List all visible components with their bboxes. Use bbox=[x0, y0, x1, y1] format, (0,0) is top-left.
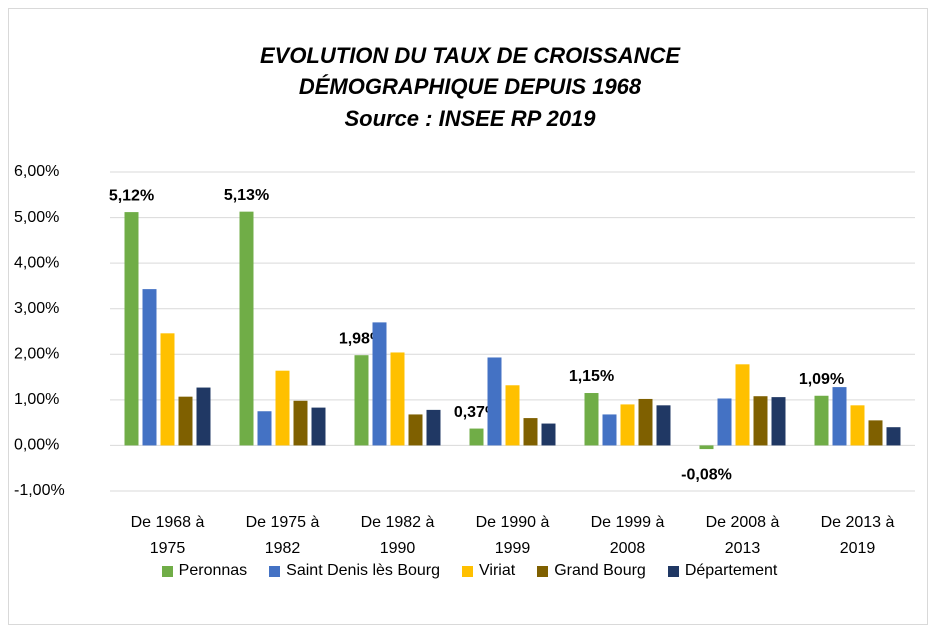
bar bbox=[124, 212, 139, 446]
bar bbox=[584, 393, 599, 446]
data-label: 5,12% bbox=[109, 187, 154, 204]
bar bbox=[656, 405, 671, 446]
bar bbox=[160, 333, 175, 446]
y-tick-label: 3,00% bbox=[14, 300, 59, 317]
bar bbox=[354, 355, 369, 446]
bar bbox=[408, 414, 423, 446]
bar bbox=[868, 420, 883, 446]
bar bbox=[717, 398, 732, 446]
bar bbox=[832, 387, 847, 446]
bar bbox=[372, 322, 387, 446]
bar bbox=[850, 405, 865, 446]
data-label: 1,15% bbox=[569, 368, 614, 385]
data-label: -0,08% bbox=[681, 466, 732, 483]
legend-item: Viriat bbox=[462, 562, 515, 580]
bar bbox=[257, 411, 272, 446]
bar bbox=[620, 404, 635, 446]
x-tick-label: De 1968 à 1975 bbox=[130, 514, 205, 557]
bar bbox=[638, 398, 653, 446]
x-tick-label: De 2008 à 2013 bbox=[705, 514, 780, 557]
legend-swatch bbox=[537, 565, 549, 577]
bar bbox=[523, 418, 538, 446]
legend-item: Département bbox=[667, 562, 778, 580]
bar bbox=[293, 400, 308, 446]
bar bbox=[275, 370, 290, 446]
bar bbox=[311, 407, 326, 446]
bar bbox=[239, 211, 254, 446]
bar bbox=[771, 397, 786, 446]
bar bbox=[541, 423, 556, 446]
x-tick-label: De 2013 à 2019 bbox=[820, 514, 895, 557]
legend-label: Viriat bbox=[479, 562, 516, 579]
legend: Peronnas Saint Denis lès Bourg Viriat Grand… bbox=[0, 562, 939, 580]
legend-label: Peronnas bbox=[178, 562, 248, 579]
bar bbox=[469, 428, 484, 446]
data-label: 5,13% bbox=[224, 187, 269, 204]
chart-title: EVOLUTION DU TAUX DE CROISSANCE DÉMOGRAP… bbox=[259, 43, 681, 99]
bar bbox=[753, 396, 768, 446]
y-tick-label: 0,00% bbox=[14, 437, 59, 454]
y-tick-label: 2,00% bbox=[14, 346, 59, 363]
bar bbox=[426, 409, 441, 446]
legend-label: Grand Bourg bbox=[554, 562, 646, 579]
bar bbox=[196, 387, 211, 446]
bar bbox=[178, 396, 193, 446]
bar bbox=[814, 395, 829, 446]
x-tick-label: De 1975 à 1982 bbox=[245, 514, 320, 557]
legend-label: Département bbox=[684, 562, 778, 579]
bar bbox=[487, 357, 502, 446]
x-tick-label: De 1990 à 1999 bbox=[475, 514, 550, 557]
legend-item: Peronnas bbox=[161, 562, 248, 580]
legend-item: Grand Bourg bbox=[537, 562, 646, 580]
legend-item: Saint Denis lès Bourg bbox=[269, 562, 440, 580]
y-tick-label: 5,00% bbox=[14, 209, 59, 226]
x-tick-label: De 1982 à 1990 bbox=[360, 514, 435, 557]
bar bbox=[886, 427, 901, 446]
legend-swatch bbox=[161, 565, 173, 577]
x-tick-label: De 1999 à 2008 bbox=[590, 514, 665, 557]
legend-swatch bbox=[667, 565, 679, 577]
bar bbox=[142, 289, 157, 446]
bar bbox=[602, 414, 617, 446]
y-tick-label: 6,00% bbox=[14, 163, 59, 180]
y-tick-label: -1,00% bbox=[14, 482, 65, 499]
legend-label: Saint Denis lès Bourg bbox=[286, 562, 441, 579]
bar bbox=[505, 385, 520, 446]
y-tick-label: 1,00% bbox=[14, 391, 59, 408]
legend-swatch bbox=[269, 565, 281, 577]
y-tick-label: 4,00% bbox=[14, 254, 59, 271]
chart-frame bbox=[8, 8, 928, 625]
chart-subtitle: Source : INSEE RP 2019 bbox=[344, 106, 596, 131]
bar bbox=[735, 364, 750, 446]
legend-swatch bbox=[462, 565, 474, 577]
bar bbox=[390, 352, 405, 446]
bar bbox=[699, 445, 714, 450]
data-label: 1,09% bbox=[799, 371, 844, 388]
